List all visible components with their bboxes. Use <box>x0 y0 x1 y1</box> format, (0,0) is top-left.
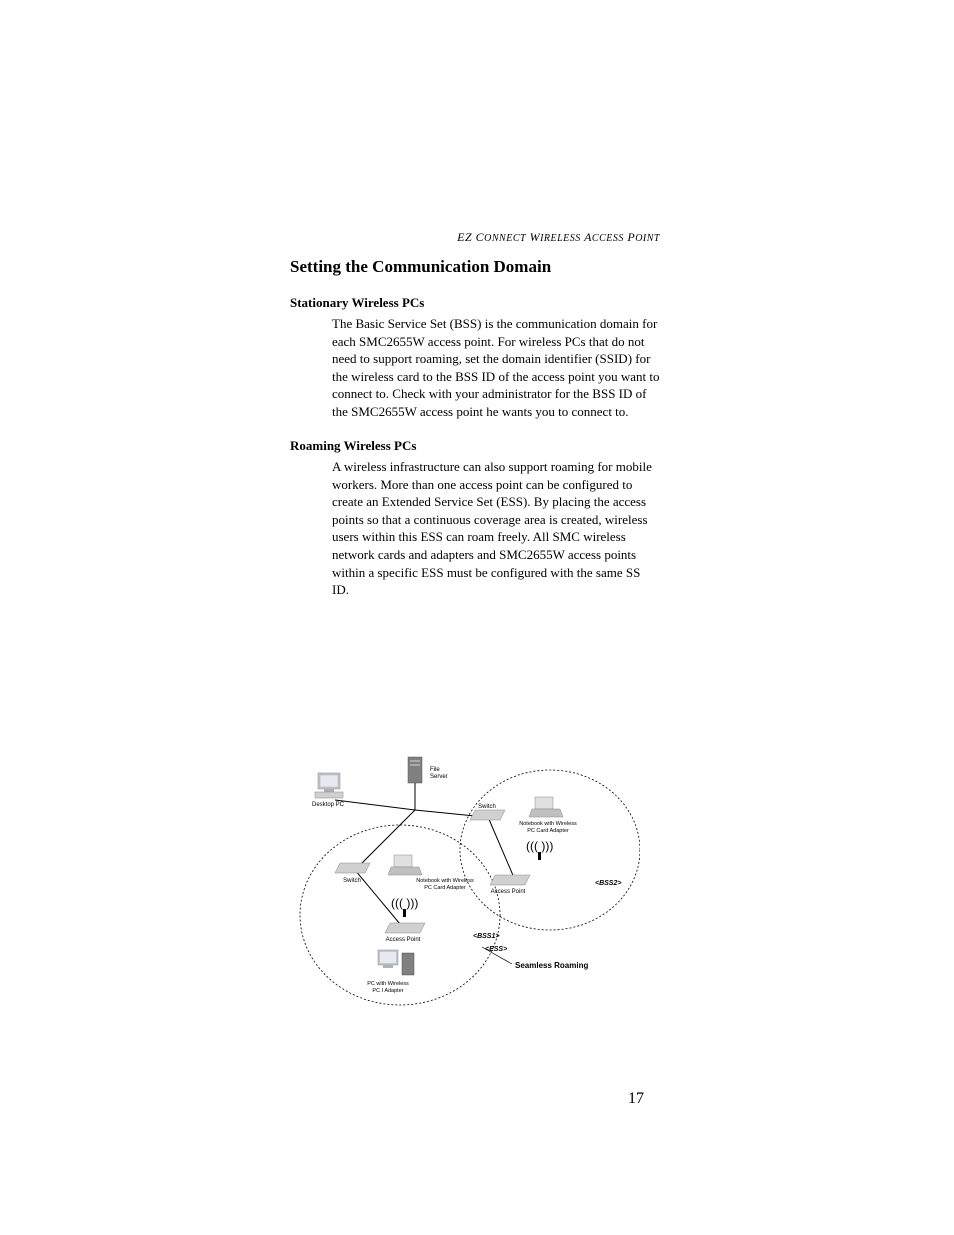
page-number: 17 <box>628 1090 644 1108</box>
file-server-icon <box>408 757 422 783</box>
pc-wireless-icon <box>378 950 414 975</box>
switch-top-label: Switch <box>478 804 496 810</box>
file-server-label: File <box>430 767 440 773</box>
ess-label: <ESS> <box>485 946 507 953</box>
network-line <box>488 817 515 880</box>
pc-wireless-label2: PC I Adapter <box>372 988 403 994</box>
header-text: EZ CONNECT WIRELESS ACCESS POINT <box>457 230 660 244</box>
section-body-stationary: The Basic Service Set (BSS) is the commu… <box>332 315 660 420</box>
desktop-pc-label: Desktop PC <box>312 802 345 808</box>
bss1-circle <box>300 825 500 1005</box>
notebook-right-icon <box>529 797 563 817</box>
access-point-right-icon <box>490 875 530 885</box>
bss1-label: <BSS1> <box>473 933 499 940</box>
notebook-center-label2: PC Card Adapter <box>424 885 466 891</box>
diagram-svg: Desktop PC File Server Switch Switch Not… <box>290 755 640 1015</box>
access-point-left-icon <box>385 923 425 933</box>
network-line <box>335 800 415 810</box>
switch-left-icon <box>335 863 370 873</box>
bss2-label: <BSS2> <box>595 880 621 887</box>
section-body-roaming: A wireless infrastructure can also suppo… <box>332 458 660 598</box>
notebook-center-label1: Notebook with Wireless <box>416 878 474 884</box>
antenna-icon <box>538 852 541 860</box>
network-diagram: Desktop PC File Server Switch Switch Not… <box>290 755 640 1015</box>
section-heading-roaming: Roaming Wireless PCs <box>290 438 660 454</box>
page-header: EZ CONNECT WIRELESS ACCESS POINT <box>290 230 660 245</box>
section-heading-stationary: Stationary Wireless PCs <box>290 295 660 311</box>
wireless-icon: ((( ))) <box>526 839 553 853</box>
pc-wireless-label1: PC with Wireless <box>367 981 409 987</box>
notebook-center-icon <box>388 855 422 875</box>
switch-left-label: Switch <box>343 878 361 884</box>
main-heading: Setting the Communication Domain <box>290 257 660 277</box>
access-point-left-label: Access Point <box>386 937 421 943</box>
desktop-pc-icon <box>315 773 343 798</box>
access-point-right-label: Access Point <box>491 889 526 895</box>
file-server-label2: Server <box>430 774 448 780</box>
notebook-right-label1: Notebook with Wireless <box>519 821 577 827</box>
wireless-icon: ((( ))) <box>391 896 418 910</box>
antenna-icon <box>403 909 406 917</box>
switch-top-icon <box>470 810 505 820</box>
notebook-right-label2: PC Card Adapter <box>527 828 569 834</box>
seamless-roaming-label: Seamless Roaming <box>515 961 588 970</box>
